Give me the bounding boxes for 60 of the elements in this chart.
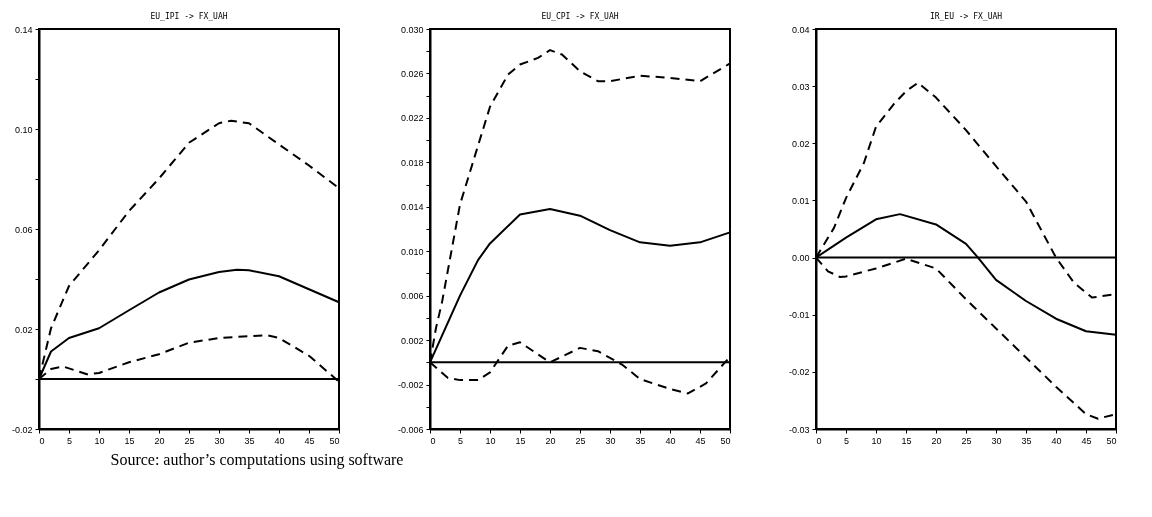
y-tick-label: 0.006 [400, 291, 424, 302]
x-tick-label: 20 [154, 435, 165, 446]
y-tick-label: 0.00 [791, 253, 810, 264]
x-tick-label: 30 [214, 435, 225, 446]
y-tick-label: 0.014 [400, 202, 424, 213]
y-tick-label: 0.010 [400, 246, 424, 257]
x-tick-label: 0 [39, 435, 45, 446]
y-tick-label: 0.018 [400, 157, 424, 168]
y-tick-label: 0.02 [791, 138, 810, 149]
y-tick-label: -0.002 [397, 380, 424, 391]
y-tick-label: -0.02 [11, 424, 33, 435]
y-tick-label: -0.006 [397, 424, 424, 435]
y-tick-label: -0.01 [788, 310, 810, 321]
x-tick-label: 40 [665, 435, 676, 446]
x-tick-label: 15 [124, 435, 135, 446]
x-tick-label: 15 [515, 435, 526, 446]
y-tick-label: 0.14 [14, 24, 33, 35]
y-tick-label: 0.01 [791, 195, 810, 206]
y-tick-label: 0.10 [14, 124, 33, 135]
x-tick-label: 45 [695, 435, 706, 446]
y-tick-label: 0.030 [400, 24, 424, 35]
y-tick-label: 0.002 [400, 335, 424, 346]
y-tick-label: 0.022 [400, 113, 424, 124]
x-tick-label: 50 [1106, 435, 1117, 446]
chart-title: EU_CPI -> FX_UAH [541, 12, 619, 21]
y-tick-label: -0.02 [788, 367, 810, 378]
x-tick-label: 45 [304, 435, 315, 446]
x-tick-label: 30 [605, 435, 616, 446]
chart-title: EU_IPI -> FX_UAH [150, 12, 228, 21]
x-tick-label: 10 [871, 435, 882, 446]
x-tick-label: 5 [843, 435, 850, 446]
y-tick-label: 0.02 [14, 324, 33, 335]
chart-title: IR_EU -> FX_UAH [929, 12, 1003, 21]
x-tick-label: 45 [1081, 435, 1092, 446]
y-tick-label: 0.026 [400, 68, 424, 79]
x-tick-label: 15 [901, 435, 912, 446]
y-tick-label: 0.03 [791, 81, 810, 92]
x-tick-label: 0 [816, 435, 822, 446]
x-tick-label: 5 [66, 435, 73, 446]
x-tick-label: 35 [635, 435, 646, 446]
x-tick-label: 50 [329, 435, 340, 446]
x-tick-label: 25 [184, 435, 195, 446]
x-tick-label: 35 [244, 435, 255, 446]
x-tick-label: 10 [485, 435, 496, 446]
x-tick-label: 30 [991, 435, 1002, 446]
source-note: Source: author’s computations using software [110, 451, 404, 469]
y-tick-label: 0.06 [14, 224, 33, 235]
x-tick-label: 10 [94, 435, 105, 446]
x-tick-label: 0 [430, 435, 436, 446]
x-tick-label: 25 [575, 435, 586, 446]
x-tick-label: 5 [457, 435, 464, 446]
x-tick-label: 20 [931, 435, 942, 446]
x-tick-label: 40 [1051, 435, 1062, 446]
x-tick-label: 25 [961, 435, 972, 446]
x-tick-label: 20 [545, 435, 556, 446]
y-tick-label: 0.04 [791, 24, 810, 35]
y-tick-label: -0.03 [788, 424, 810, 435]
x-tick-label: 35 [1021, 435, 1032, 446]
x-tick-label: 50 [720, 435, 731, 446]
x-tick-label: 40 [274, 435, 285, 446]
